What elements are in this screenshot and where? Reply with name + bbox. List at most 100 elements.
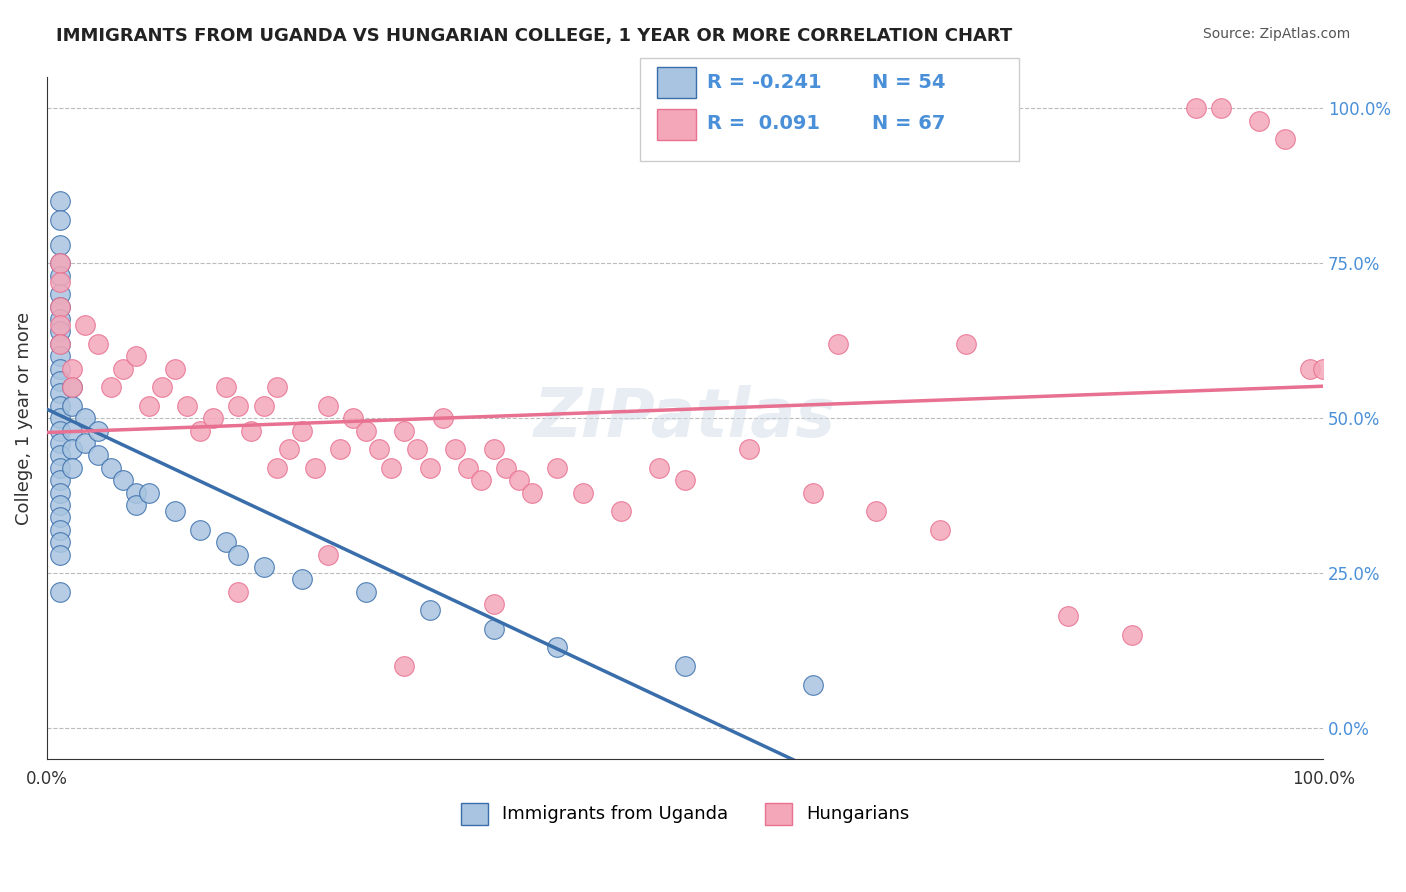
Point	[1299, 361, 1322, 376]
Text: N = 67: N = 67	[872, 114, 945, 134]
Point	[470, 473, 492, 487]
Point	[48, 318, 70, 333]
Point	[163, 504, 186, 518]
Point	[228, 399, 250, 413]
Point	[48, 237, 70, 252]
Point	[48, 436, 70, 450]
Point	[1312, 361, 1334, 376]
Point	[291, 424, 314, 438]
Point	[394, 659, 416, 673]
Point	[394, 424, 416, 438]
Text: R =  0.091: R = 0.091	[707, 114, 820, 134]
Point	[48, 268, 70, 283]
Point	[62, 361, 84, 376]
Y-axis label: College, 1 year or more: College, 1 year or more	[15, 311, 32, 524]
Point	[827, 337, 849, 351]
Point	[75, 436, 97, 450]
Point	[188, 523, 211, 537]
Point	[48, 584, 70, 599]
Point	[62, 399, 84, 413]
Point	[87, 424, 110, 438]
Point	[125, 498, 148, 512]
Point	[329, 442, 352, 457]
Point	[48, 411, 70, 425]
Point	[112, 473, 135, 487]
Point	[929, 523, 952, 537]
Point	[316, 548, 339, 562]
Point	[48, 337, 70, 351]
Legend: Immigrants from Uganda, Hungarians: Immigrants from Uganda, Hungarians	[454, 796, 917, 831]
Point	[865, 504, 887, 518]
Point	[48, 300, 70, 314]
Point	[482, 597, 505, 611]
Point	[176, 399, 198, 413]
Point	[546, 640, 568, 655]
Point	[214, 380, 236, 394]
Point	[673, 659, 696, 673]
Point	[1184, 102, 1206, 116]
Point	[801, 485, 824, 500]
Point	[291, 572, 314, 586]
Point	[228, 548, 250, 562]
Point	[138, 485, 160, 500]
Point	[648, 460, 671, 475]
Point	[48, 473, 70, 487]
Point	[48, 325, 70, 339]
Point	[48, 498, 70, 512]
Point	[75, 318, 97, 333]
Point	[48, 386, 70, 401]
Point	[240, 424, 263, 438]
Point	[48, 337, 70, 351]
Point	[278, 442, 301, 457]
Point	[419, 603, 441, 617]
Point	[62, 380, 84, 394]
Point	[48, 424, 70, 438]
Point	[266, 380, 288, 394]
Point	[673, 473, 696, 487]
Point	[48, 374, 70, 388]
Point	[87, 449, 110, 463]
Point	[304, 460, 326, 475]
Point	[801, 678, 824, 692]
Point	[482, 442, 505, 457]
Point	[444, 442, 467, 457]
Point	[495, 460, 517, 475]
Point	[48, 300, 70, 314]
Point	[380, 460, 402, 475]
Point	[367, 442, 389, 457]
Point	[125, 485, 148, 500]
Point	[112, 361, 135, 376]
Point	[253, 560, 276, 574]
Point	[419, 460, 441, 475]
Point	[508, 473, 530, 487]
Point	[48, 535, 70, 549]
Point	[572, 485, 595, 500]
Point	[48, 485, 70, 500]
Point	[62, 424, 84, 438]
Point	[188, 424, 211, 438]
Point	[482, 622, 505, 636]
Point	[48, 349, 70, 363]
Point	[48, 523, 70, 537]
Point	[48, 361, 70, 376]
Point	[228, 584, 250, 599]
Point	[48, 275, 70, 289]
Point	[48, 449, 70, 463]
Point	[1057, 609, 1080, 624]
Point	[201, 411, 224, 425]
Point	[48, 312, 70, 326]
Point	[48, 194, 70, 209]
Text: N = 54: N = 54	[872, 72, 945, 92]
Point	[1274, 132, 1296, 146]
Point	[610, 504, 633, 518]
Point	[316, 399, 339, 413]
Point	[457, 460, 479, 475]
Point	[1249, 113, 1271, 128]
Point	[48, 510, 70, 524]
Point	[138, 399, 160, 413]
Point	[75, 411, 97, 425]
Point	[62, 442, 84, 457]
Point	[48, 213, 70, 227]
Point	[62, 380, 84, 394]
Point	[266, 460, 288, 475]
